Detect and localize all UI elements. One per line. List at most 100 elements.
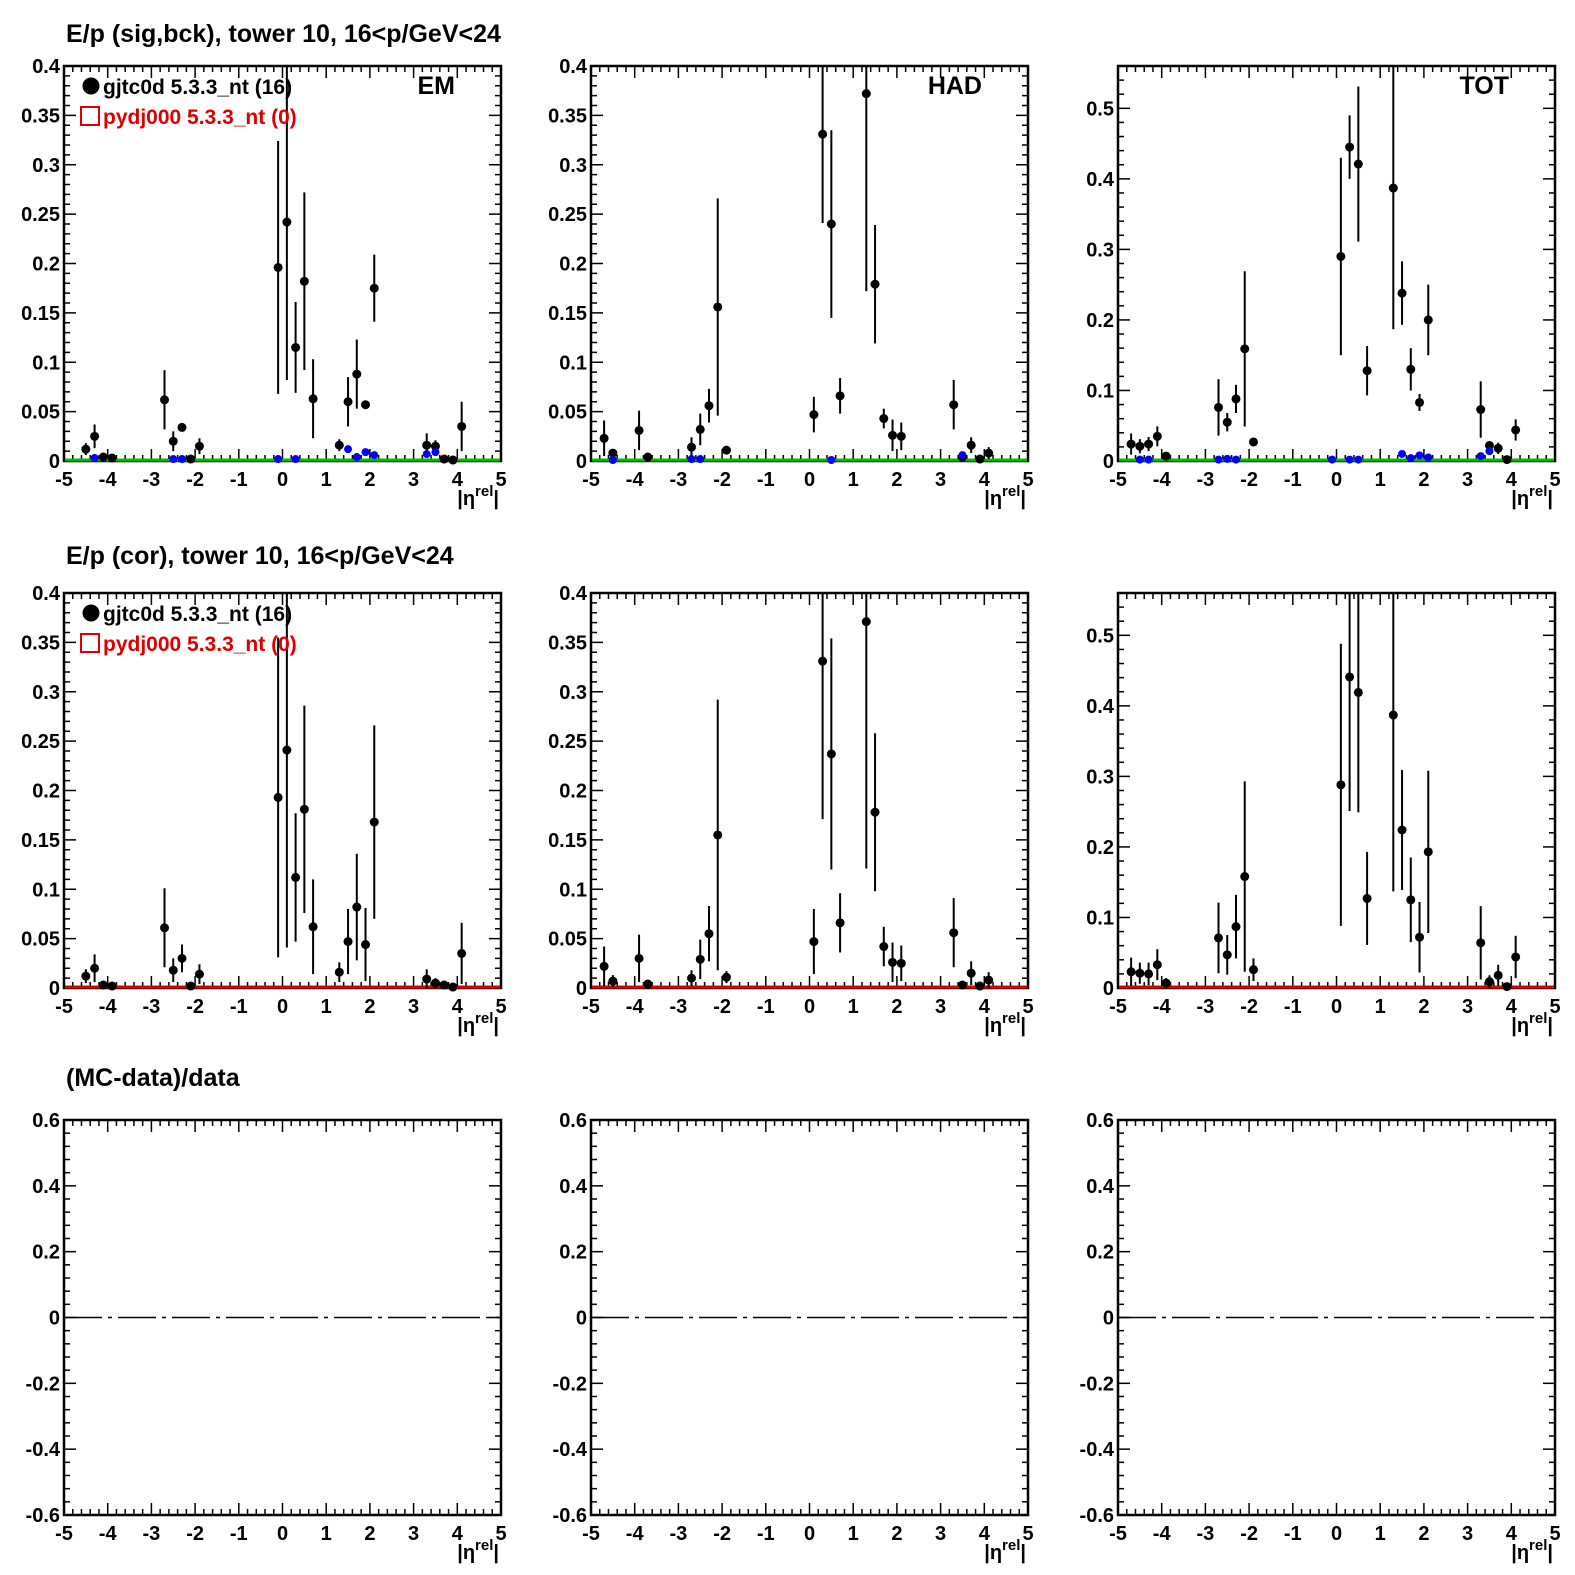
data-point bbox=[1415, 397, 1425, 407]
data-point bbox=[1493, 970, 1503, 980]
data-point bbox=[81, 971, 91, 981]
data-point bbox=[308, 394, 318, 404]
x-tick-label: -1 bbox=[757, 469, 775, 491]
data-point bbox=[1362, 366, 1372, 376]
y-tick-label: 0.05 bbox=[21, 402, 60, 424]
x-tick-label: -3 bbox=[670, 469, 688, 491]
x-tick-label: -4 bbox=[1153, 996, 1172, 1018]
panel-0-2: -5 -4 -3 -2 -1 0 1 2 3 4 5|ηrel| 0 0.1 0.2 0.3 0.4 0.5 TO… bbox=[1086, 64, 1561, 510]
data-point bbox=[308, 922, 318, 932]
x-tick-label: -1 bbox=[757, 996, 775, 1018]
data-point bbox=[818, 656, 828, 666]
data-point bbox=[1502, 982, 1512, 992]
y-tick-label: 0.2 bbox=[1086, 837, 1114, 859]
background-point bbox=[1415, 451, 1424, 460]
panel-0-0: -5 -4 -3 -2 -1 0 1 2 3 4 5|ηrel| 0 0.05 0.1 0.15 0.2 0.2… bbox=[21, 56, 507, 510]
background-point bbox=[1135, 455, 1144, 464]
y-tick-label: 0.5 bbox=[1086, 625, 1114, 647]
y-tick-label: 0.4 bbox=[559, 583, 588, 605]
x-axis-label: |ηrel| bbox=[457, 1010, 499, 1037]
x-tick-label: -4 bbox=[626, 996, 645, 1018]
y-tick-label: 0.1 bbox=[32, 879, 60, 901]
data-point bbox=[721, 972, 731, 982]
background-point bbox=[352, 453, 361, 462]
y-tick-label: 0.15 bbox=[21, 303, 60, 325]
data-point bbox=[1415, 932, 1425, 942]
background-point bbox=[1398, 449, 1407, 458]
x-tick-label: 3 bbox=[935, 1523, 946, 1545]
y-tick-label: 0.4 bbox=[32, 56, 61, 78]
x-axis-label: |ηrel| bbox=[1511, 1537, 1553, 1564]
data-point bbox=[352, 369, 362, 379]
background-point bbox=[90, 454, 99, 463]
legend-data-marker bbox=[82, 604, 100, 622]
x-tick-label: 4 bbox=[979, 1523, 991, 1545]
data-point bbox=[1336, 780, 1346, 790]
x-axis-label: |ηrel| bbox=[457, 483, 499, 510]
panel-1-2: -5 -4 -3 -2 -1 0 1 2 3 4 5|ηrel| 0 0.1 0.2 0.3 0.4 0.5 bbox=[1086, 591, 1561, 1037]
data-point bbox=[343, 397, 353, 407]
data-point bbox=[695, 424, 705, 434]
x-tick-label: -1 bbox=[230, 469, 248, 491]
data-point bbox=[957, 980, 967, 990]
data-point bbox=[439, 454, 449, 464]
data-point bbox=[422, 440, 432, 450]
row-title-cor: E/p (cor), tower 10, 16<p/GeV<24 bbox=[66, 542, 454, 570]
data-point bbox=[1240, 344, 1250, 354]
data-point bbox=[721, 445, 731, 455]
y-tick-label: 0.3 bbox=[32, 682, 60, 704]
y-tick-label: -0.6 bbox=[1080, 1505, 1114, 1527]
data-point bbox=[599, 433, 609, 443]
data-point bbox=[1126, 967, 1136, 977]
data-point bbox=[1161, 978, 1171, 988]
x-tick-label: 0 bbox=[1331, 469, 1342, 491]
y-tick-label: 0.4 bbox=[1086, 169, 1115, 191]
x-tick-label: 2 bbox=[364, 996, 375, 1018]
background-point bbox=[177, 455, 186, 464]
x-tick-label: 5 bbox=[1022, 469, 1033, 491]
y-tick-label: 0.15 bbox=[548, 303, 587, 325]
x-tick-label: 1 bbox=[1375, 1523, 1386, 1545]
data-point bbox=[457, 421, 467, 431]
y-tick-label: 0.2 bbox=[559, 254, 587, 276]
panel-2-1: -5 -4 -3 -2 -1 0 1 2 3 4 5|ηrel| -0.6 -0.4 -0.2 0 0.2 0.… bbox=[553, 1110, 1034, 1564]
x-tick-label: 2 bbox=[364, 469, 375, 491]
data-point bbox=[291, 342, 301, 352]
x-tick-label: 4 bbox=[1506, 996, 1518, 1018]
data-point bbox=[888, 957, 898, 967]
x-tick-label: -5 bbox=[55, 469, 73, 491]
y-tick-label: 0.1 bbox=[559, 352, 587, 374]
row-title-sig-bck: E/p (sig,bck), tower 10, 16<p/GeV<24 bbox=[66, 20, 501, 48]
background-point bbox=[431, 448, 440, 457]
plot-frame bbox=[589, 591, 1030, 990]
data-point bbox=[704, 401, 714, 411]
x-tick-label: -5 bbox=[1109, 996, 1127, 1018]
data-point bbox=[1248, 437, 1258, 447]
data-point bbox=[713, 302, 723, 312]
data-point bbox=[1222, 950, 1232, 960]
data-point bbox=[687, 973, 697, 983]
data-point bbox=[809, 937, 819, 947]
legend-mc-label: pydj000 5.3.3_nt (0) bbox=[103, 633, 297, 656]
y-tick-label: 0.35 bbox=[21, 105, 60, 127]
data-point bbox=[1240, 872, 1250, 882]
y-tick-label: 0.5 bbox=[1086, 98, 1114, 120]
y-tick-label: 0.2 bbox=[1086, 310, 1114, 332]
data-point bbox=[861, 89, 871, 99]
data-point bbox=[282, 217, 292, 227]
data-point bbox=[1476, 938, 1486, 948]
data-point bbox=[1353, 687, 1363, 697]
x-tick-label: -4 bbox=[99, 1523, 118, 1545]
y-tick-label: 0.4 bbox=[559, 56, 588, 78]
y-tick-label: 0.35 bbox=[21, 632, 60, 654]
y-tick-label: 0.35 bbox=[548, 105, 587, 127]
data-point bbox=[835, 391, 845, 401]
background-point bbox=[370, 451, 379, 460]
x-tick-label: -2 bbox=[186, 469, 204, 491]
y-tick-label: -0.6 bbox=[553, 1505, 587, 1527]
data-point bbox=[1231, 922, 1241, 932]
background-point bbox=[1231, 455, 1240, 464]
panel-1-1: -5 -4 -3 -2 -1 0 1 2 3 4 5|ηrel| 0 0.05 0.1 0.15 0.2 0.2… bbox=[548, 583, 1034, 1037]
data-point bbox=[1397, 825, 1407, 835]
y-tick-label: 0.05 bbox=[21, 929, 60, 951]
